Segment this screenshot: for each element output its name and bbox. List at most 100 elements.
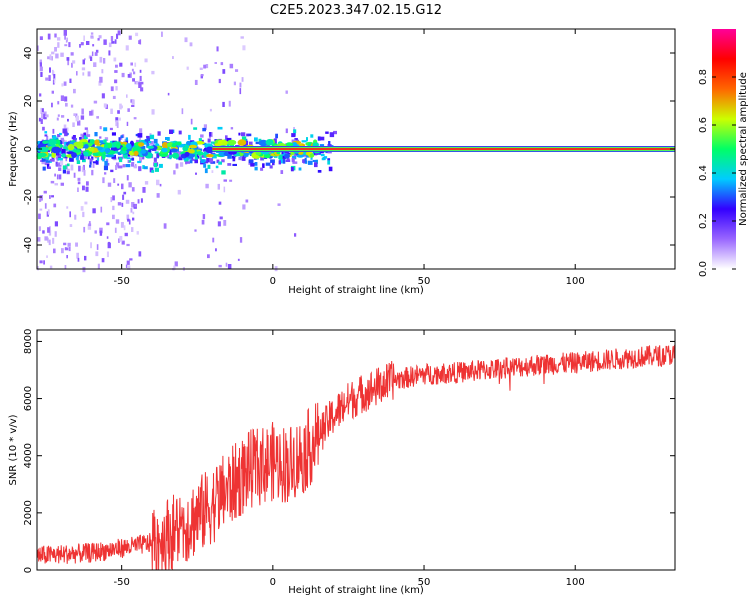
spectrogram-band-cell <box>203 163 207 168</box>
spectrogram-noise-cell <box>41 108 44 113</box>
spectrogram-noise-cell <box>63 124 67 130</box>
spectrogram-noise-cell <box>69 224 73 227</box>
spectrogram-ridge-blob <box>188 144 198 149</box>
spectrogram-noise-cell <box>41 113 43 119</box>
spectrogram-band-cell <box>273 138 277 144</box>
spectrogram-band-cell <box>248 159 254 164</box>
spectrogram-band-cell <box>312 159 318 162</box>
spectrogram-noise-cell <box>96 116 99 119</box>
spectrogram-noise-cell <box>293 127 295 130</box>
spectrogram-noise-cell <box>131 105 135 107</box>
spectrogram-band-cell <box>126 157 131 160</box>
spectrogram-noise-cell <box>134 204 137 208</box>
spectrogram-noise-cell <box>90 56 93 61</box>
spectrogram-noise-cell <box>117 202 122 206</box>
spectrogram-noise-cell <box>66 206 69 209</box>
spectrogram-noise-cell <box>115 120 119 127</box>
spectrogram-noise-cell <box>207 254 210 259</box>
spectrogram-noise-cell <box>72 122 75 127</box>
spectrogram-noise-cell <box>64 140 67 143</box>
spectrogram-panel: -50 0 50 100 -40 -20 0 20 40 Height of straight … <box>8 28 676 296</box>
spectrogram-noise-cell <box>112 95 116 99</box>
spectrogram-band-cell <box>329 132 335 138</box>
spectrogram-noise-cell <box>42 230 45 234</box>
spectrogram-band-cell <box>128 160 132 163</box>
spectrogram-noise-cell <box>205 64 209 69</box>
spectrogram-noise-cell <box>37 266 39 271</box>
spectrogram-band-cell <box>42 155 48 159</box>
spectrogram-noise-cell <box>47 56 51 60</box>
spectrogram-noise-cell <box>163 223 167 229</box>
spectrogram-noise-cell <box>140 198 143 203</box>
spectrogram-band-cell <box>254 166 258 171</box>
spectrogram-noise-cell <box>45 77 49 81</box>
spectrogram-ridge-blob <box>67 144 75 151</box>
spectrogram-band-cell <box>226 137 232 143</box>
spectrogram-noise-cell <box>107 182 112 187</box>
spectrogram-noise-cell <box>49 226 51 231</box>
spectrogram-noise-cell <box>94 52 98 56</box>
spectrogram-band-cell <box>285 128 288 134</box>
spectrogram-noise-cell <box>40 71 43 77</box>
spectrogram-noise-cell <box>84 58 86 61</box>
spectrogram-noise-cell <box>139 69 142 73</box>
spectrogram-band-cell <box>111 154 116 159</box>
spectrogram-noise-cell <box>195 172 197 175</box>
spectrogram-noise-cell <box>121 183 124 190</box>
spectrogram-noise-cell <box>126 121 129 126</box>
spectrogram-band-cell <box>62 169 66 174</box>
spectrogram-band-cell <box>84 127 88 130</box>
spectrogram-noise-cell <box>131 202 135 208</box>
spectrogram-noise-cell <box>144 181 149 185</box>
figure-title: C2E5.2023.347.02.15.G12 <box>270 3 442 18</box>
spectrogram-noise-cell <box>66 168 70 173</box>
spectrogram-noise-cell <box>131 99 135 105</box>
spectrogram-noise-cell <box>115 165 118 170</box>
spectrogram-noise-cell <box>82 266 86 273</box>
spectrogram-noise-cell <box>70 104 74 108</box>
spectrogram-noise-cell <box>90 32 94 35</box>
colorbar-tick-label: 0.8 <box>698 69 709 85</box>
snr-x-tick-label: 0 <box>270 577 276 588</box>
spectrogram-noise-cell <box>122 164 126 168</box>
snr-y-tick-label: 2000 <box>23 500 34 525</box>
spectrogram-noise-cell <box>80 115 85 120</box>
spectrogram-band-cell <box>244 141 248 146</box>
spectrogram-noise-cell <box>75 113 78 118</box>
spectrogram-noise-cell <box>135 32 139 37</box>
spectrogram-noise-cell <box>101 258 105 263</box>
spectrogram-noise-cell <box>52 237 55 244</box>
spectrogram-noise-cell <box>39 66 43 72</box>
spectrogram-noise-cell <box>68 42 71 48</box>
spectrogram-ridge-blob <box>133 150 139 157</box>
spectrogram-band-cell <box>320 154 325 157</box>
spectrogram-noise-cell <box>112 205 115 211</box>
spectrogram-ridge-blob <box>186 140 191 146</box>
spectrogram-noise-cell <box>90 242 92 249</box>
spectrogram-noise-cell <box>156 193 160 198</box>
spectrogram-ridge-blob <box>139 149 147 154</box>
spectrogram-noise-cell <box>200 74 204 77</box>
spectrogram-band-cell <box>92 161 98 164</box>
snr-y-tick-label: 0 <box>23 567 34 573</box>
spectrogram-noise-cell <box>60 52 64 57</box>
spectrogram-noise-cell <box>61 248 64 254</box>
spectrogram-band-cell <box>238 132 241 136</box>
spectrogram-noise-cell <box>77 177 81 181</box>
spectrogram-noise-cell <box>222 101 225 107</box>
spectrogram-noise-cell <box>229 63 234 69</box>
spectrogram-noise-cell <box>69 78 72 83</box>
spectrogram-noise-cell <box>48 239 51 246</box>
spectrogram-noise-cell <box>99 76 103 83</box>
spectrogram-band-cell <box>47 166 51 169</box>
spectrogram-band-cell <box>60 154 63 157</box>
spectrogram-noise-cell <box>81 166 84 173</box>
spectrogram-ridge-blob <box>161 142 169 149</box>
spectrogram-noise-cell <box>172 56 174 59</box>
spectrogram-band-cell <box>81 153 85 158</box>
spectrogram-noise-cell <box>84 255 87 261</box>
spectrogram-noise-cell <box>125 199 130 204</box>
spectrogram-band-cell <box>154 163 158 168</box>
spectrogram-noise-cell <box>58 174 62 180</box>
spectrogram-ticks: -50 0 50 100 -40 -20 0 20 40 <box>23 29 675 287</box>
